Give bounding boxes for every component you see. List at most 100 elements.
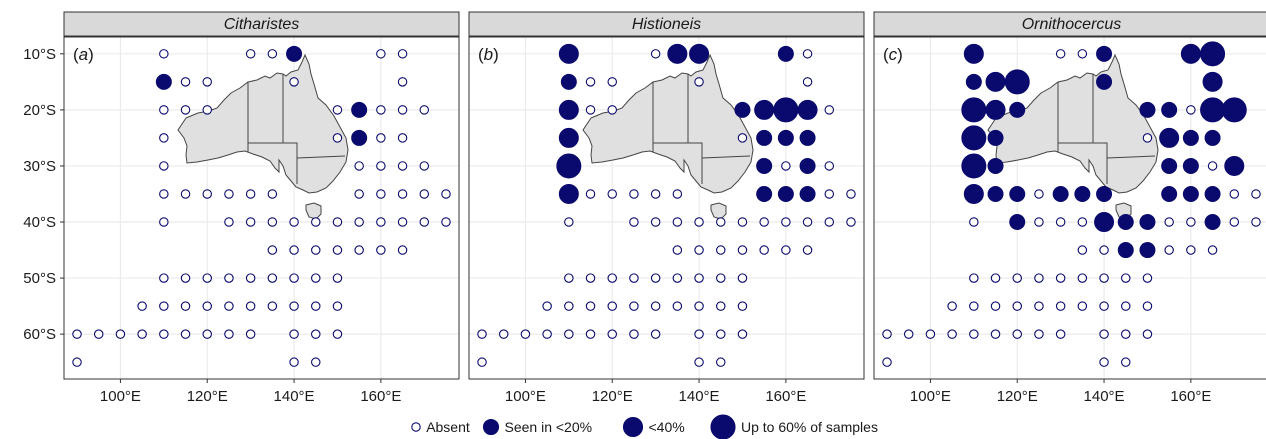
station-present-level-1	[286, 45, 303, 62]
station-absent	[629, 301, 639, 311]
station-absent	[716, 329, 726, 339]
station-absent	[1034, 273, 1044, 283]
station-absent	[694, 301, 704, 311]
station-absent	[672, 189, 683, 199]
station-absent	[759, 217, 769, 227]
station-absent	[159, 49, 169, 59]
station-absent	[159, 301, 169, 311]
station-absent	[585, 189, 596, 199]
y-tick-label: 20°S	[23, 102, 56, 119]
station-absent	[159, 133, 169, 143]
station-absent	[289, 273, 299, 283]
station-absent	[672, 273, 683, 283]
station-present-level-1	[756, 185, 773, 202]
panel-title: Histioneis	[632, 16, 701, 33]
map-panel-histioneis: Histioneis (b) 100°E 120°E 140°E 160°E	[468, 11, 865, 405]
station-absent	[824, 189, 835, 199]
station-present-level-1	[1009, 214, 1026, 231]
station-present-level-1	[1204, 185, 1221, 202]
station-present-level-2	[1224, 155, 1245, 176]
legend: Absent Seen in <20% <40% Up to 60% of sampl…	[411, 414, 878, 439]
station-absent	[1077, 301, 1088, 311]
station-absent	[202, 105, 212, 115]
station-absent	[694, 217, 704, 227]
station-absent	[289, 217, 299, 227]
station-present-level-1	[1052, 185, 1069, 202]
station-absent	[1055, 217, 1066, 227]
station-absent	[650, 49, 661, 59]
station-present-level-1	[987, 185, 1004, 202]
station-absent	[224, 273, 234, 283]
station-present-level-1	[1161, 157, 1178, 174]
station-absent	[397, 49, 408, 59]
station-absent	[477, 329, 487, 339]
station-absent	[969, 217, 979, 227]
station-absent	[376, 161, 386, 171]
station-absent	[289, 301, 299, 311]
station-absent	[419, 161, 430, 171]
station-absent	[159, 217, 169, 227]
station-present-level-2	[797, 99, 818, 120]
station-present-level-3	[961, 125, 987, 151]
station-absent	[354, 245, 364, 255]
panel-tag: (c)	[883, 45, 903, 64]
station-absent	[607, 77, 617, 87]
station-absent	[1077, 49, 1088, 59]
station-absent	[1186, 217, 1196, 227]
station-absent	[802, 49, 813, 59]
station-absent	[397, 133, 408, 143]
station-absent	[1012, 273, 1022, 283]
station-present-level-1	[351, 101, 368, 118]
station-absent	[180, 105, 191, 115]
station-absent	[824, 105, 835, 115]
station-absent	[1034, 329, 1044, 339]
station-present-level-1	[1139, 101, 1156, 118]
station-absent	[629, 189, 639, 199]
station-absent	[245, 301, 256, 311]
station-absent	[419, 189, 430, 199]
station-absent	[629, 273, 639, 283]
station-absent	[202, 273, 212, 283]
station-present-level-3	[961, 153, 987, 179]
station-absent	[629, 329, 639, 339]
station-absent	[115, 329, 126, 339]
station-absent	[846, 217, 856, 227]
station-absent	[332, 217, 343, 227]
station-present-level-1	[351, 129, 368, 146]
station-present-level-1	[1204, 214, 1221, 231]
station-absent	[1099, 301, 1109, 311]
station-present-level-1	[777, 185, 794, 202]
panel-tag: (b)	[478, 45, 499, 64]
station-absent	[354, 189, 364, 199]
station-absent	[759, 245, 769, 255]
station-absent	[882, 329, 892, 339]
station-absent	[1034, 189, 1044, 199]
station-absent	[332, 105, 343, 115]
station-absent	[564, 301, 574, 311]
station-absent	[224, 301, 234, 311]
station-absent	[397, 217, 408, 227]
station-absent	[376, 105, 386, 115]
station-absent	[969, 273, 979, 283]
station-present-level-1	[1096, 185, 1113, 202]
station-absent	[694, 273, 704, 283]
station-absent	[607, 301, 617, 311]
station-absent	[137, 329, 147, 339]
station-absent	[498, 329, 509, 339]
station-absent	[159, 105, 169, 115]
panel-strip	[63, 11, 460, 37]
station-absent	[1099, 245, 1109, 255]
station-present-level-2	[963, 183, 984, 204]
station-absent	[354, 217, 364, 227]
station-absent	[990, 273, 1001, 283]
x-tick-label: 100°E	[100, 388, 141, 405]
station-absent	[737, 245, 748, 255]
station-absent	[781, 245, 791, 255]
station-absent	[159, 161, 169, 171]
station-absent	[672, 245, 683, 255]
y-tick-label: 60°S	[23, 326, 56, 343]
station-absent	[716, 357, 726, 367]
station-absent	[1055, 301, 1066, 311]
station-absent	[376, 245, 386, 255]
station-absent	[542, 329, 552, 339]
